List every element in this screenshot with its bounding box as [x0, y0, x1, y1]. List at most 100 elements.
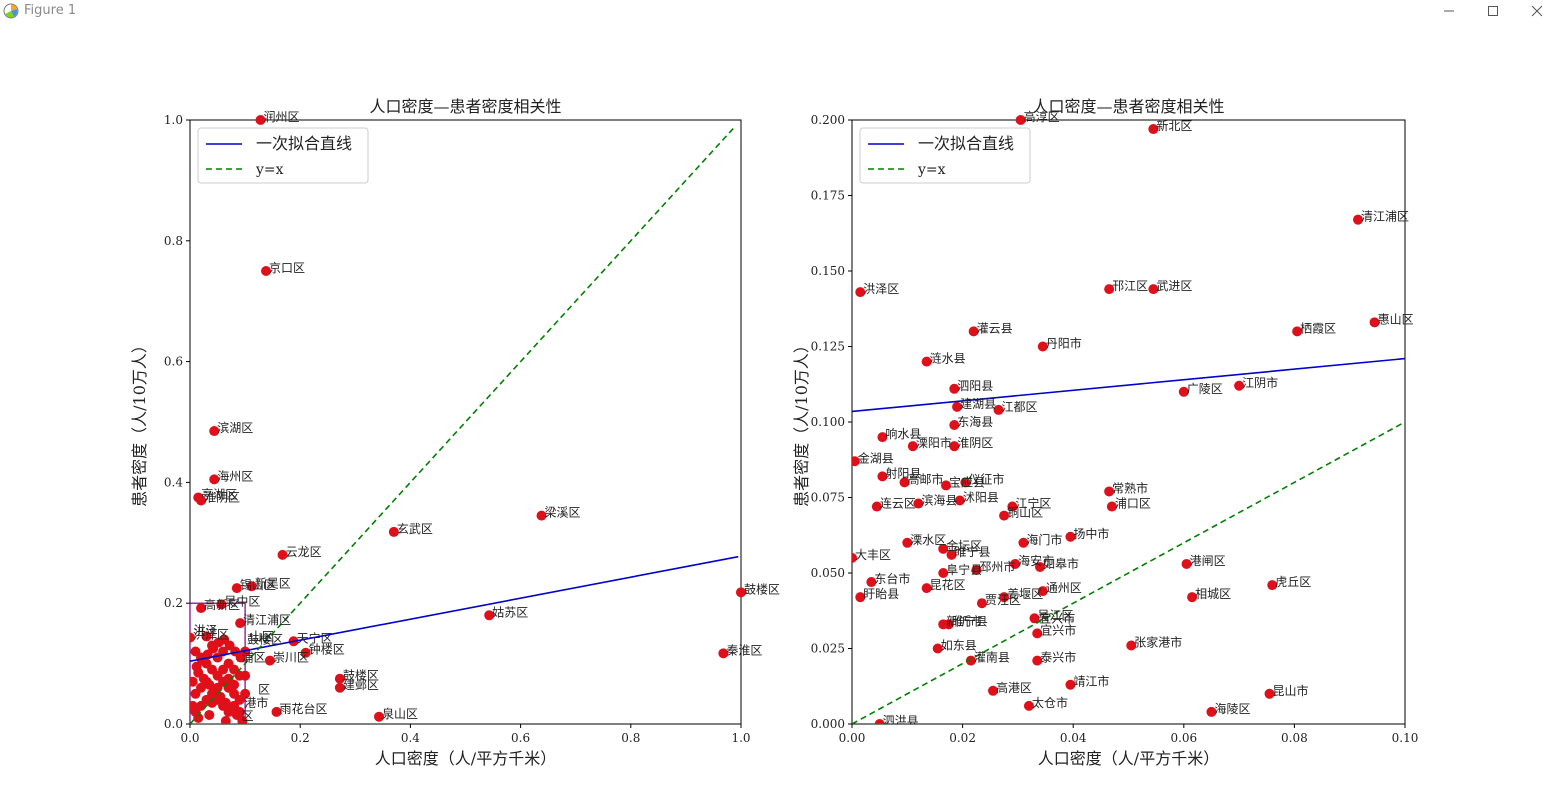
- point-label: 宝应县: [949, 474, 985, 489]
- data-point: [1264, 688, 1275, 699]
- axes-frame: [851, 119, 1406, 725]
- data-point: [899, 477, 910, 488]
- point-label: 金湖县: [858, 450, 894, 465]
- point-label: 鼓楼区: [343, 668, 379, 683]
- data-point: [231, 583, 242, 594]
- point-label: 涟水县: [930, 351, 966, 366]
- point-label: 金坛区: [946, 538, 982, 553]
- data-point: [1029, 613, 1040, 624]
- data-point: [261, 266, 272, 276]
- data-point: [855, 592, 866, 603]
- y-tick-label: 0.050: [811, 566, 845, 580]
- point-label: 扬中市: [1073, 526, 1109, 541]
- point-label: 洪泽: [194, 623, 218, 637]
- data-point: [907, 441, 918, 452]
- point-label: 泉山区: [382, 707, 418, 721]
- data-point: [976, 598, 987, 609]
- point-label: 建湖县: [960, 396, 996, 411]
- y-tick-label: 0.025: [811, 642, 845, 656]
- point-label: 沭阳县: [963, 491, 999, 505]
- point-label: 邗江区: [1112, 279, 1148, 293]
- x-axis-label: 人口密度（人/平方千米）: [1038, 749, 1219, 768]
- data-point: [1148, 284, 1159, 295]
- data-point: [902, 537, 913, 548]
- point-label: 吴江区: [1037, 608, 1073, 622]
- close-button[interactable]: [1514, 0, 1560, 22]
- data-point: [1065, 531, 1076, 542]
- data-point: [1104, 486, 1115, 497]
- data-point: [196, 495, 207, 506]
- data-point: [1181, 558, 1192, 569]
- y-tick-label: 0.100: [811, 415, 845, 429]
- y-tick-label: 0.2: [164, 596, 183, 610]
- point-label: 滨湖区: [217, 420, 253, 435]
- x-tick-label: 0.0: [180, 731, 199, 745]
- data-point: [921, 356, 932, 367]
- x-tick-label: 0.00: [839, 731, 866, 745]
- identity-line: [190, 125, 737, 724]
- data-point: [913, 498, 924, 509]
- point-label: 相城区: [1195, 587, 1231, 601]
- point-label: 高港区: [996, 680, 1032, 695]
- point-label: 泗洪县: [883, 714, 919, 728]
- matplotlib-logo-icon: [3, 3, 19, 19]
- data-point: [1369, 317, 1380, 328]
- data-point: [190, 632, 195, 643]
- maximize-icon: [1488, 6, 1498, 16]
- point-label: 滨海县: [921, 493, 957, 508]
- y-tick-label: 0.0: [164, 717, 183, 731]
- point-label: 海安市: [1018, 553, 1054, 568]
- point-label: 丹阳市: [1046, 336, 1082, 351]
- point-label: 港闸区: [1190, 554, 1226, 568]
- data-point: [999, 592, 1010, 603]
- data-point: [1007, 501, 1018, 512]
- data-point: [949, 441, 960, 452]
- legend: 一次拟合直线 y=x: [859, 127, 1031, 184]
- data-point: [938, 568, 949, 578]
- close-icon: [1531, 5, 1543, 17]
- x-tick-label: 0.10: [1392, 731, 1419, 745]
- point-label: 新沂市: [946, 613, 982, 628]
- point-label: 高淳区: [1024, 109, 1060, 124]
- data-point: [1023, 700, 1034, 711]
- data-point: [999, 510, 1010, 521]
- data-point: [988, 685, 999, 696]
- point-label: 海门市: [1026, 532, 1062, 547]
- point-label: 清江浦区: [243, 613, 291, 627]
- data-point: [246, 581, 257, 592]
- chart-title: 人口密度—患者密度相关性: [1032, 97, 1224, 116]
- point-label: 京口区: [269, 261, 305, 275]
- data-point: [938, 619, 949, 630]
- minimize-icon: [1444, 10, 1454, 12]
- data-point: [207, 697, 218, 708]
- data-point: [949, 383, 960, 394]
- point-label: 鼓楼区: [247, 631, 283, 646]
- data-point: [855, 287, 866, 298]
- point-label: 新吴区: [255, 575, 291, 590]
- point-label: 响水县: [885, 426, 921, 441]
- data-point: [209, 426, 220, 437]
- point-label: 建邺区: [343, 678, 379, 692]
- point-label: 昆花区: [930, 577, 966, 592]
- data-point: [229, 679, 240, 690]
- legend: 一次拟合直线 y=x: [197, 127, 369, 184]
- point-label: 射阳县: [885, 465, 921, 480]
- minimize-button[interactable]: [1426, 0, 1472, 22]
- point-label: 洪泽区: [193, 628, 229, 642]
- point-label: 溧水区: [910, 533, 946, 547]
- data-point: [1352, 214, 1363, 225]
- point-label: 港市: [244, 695, 268, 710]
- data-point: [1267, 580, 1278, 591]
- data-point: [866, 577, 877, 588]
- point-label: 清江浦区: [1361, 210, 1409, 224]
- window-title: Figure 1: [24, 3, 77, 18]
- data-point: [874, 719, 885, 724]
- maximize-button[interactable]: [1470, 0, 1516, 22]
- data-point: [201, 631, 212, 642]
- data-point: [536, 510, 547, 521]
- data-point: [334, 682, 345, 693]
- point-label: 仪征市: [968, 471, 1004, 486]
- data-point: [271, 706, 282, 717]
- data-point: [209, 474, 220, 485]
